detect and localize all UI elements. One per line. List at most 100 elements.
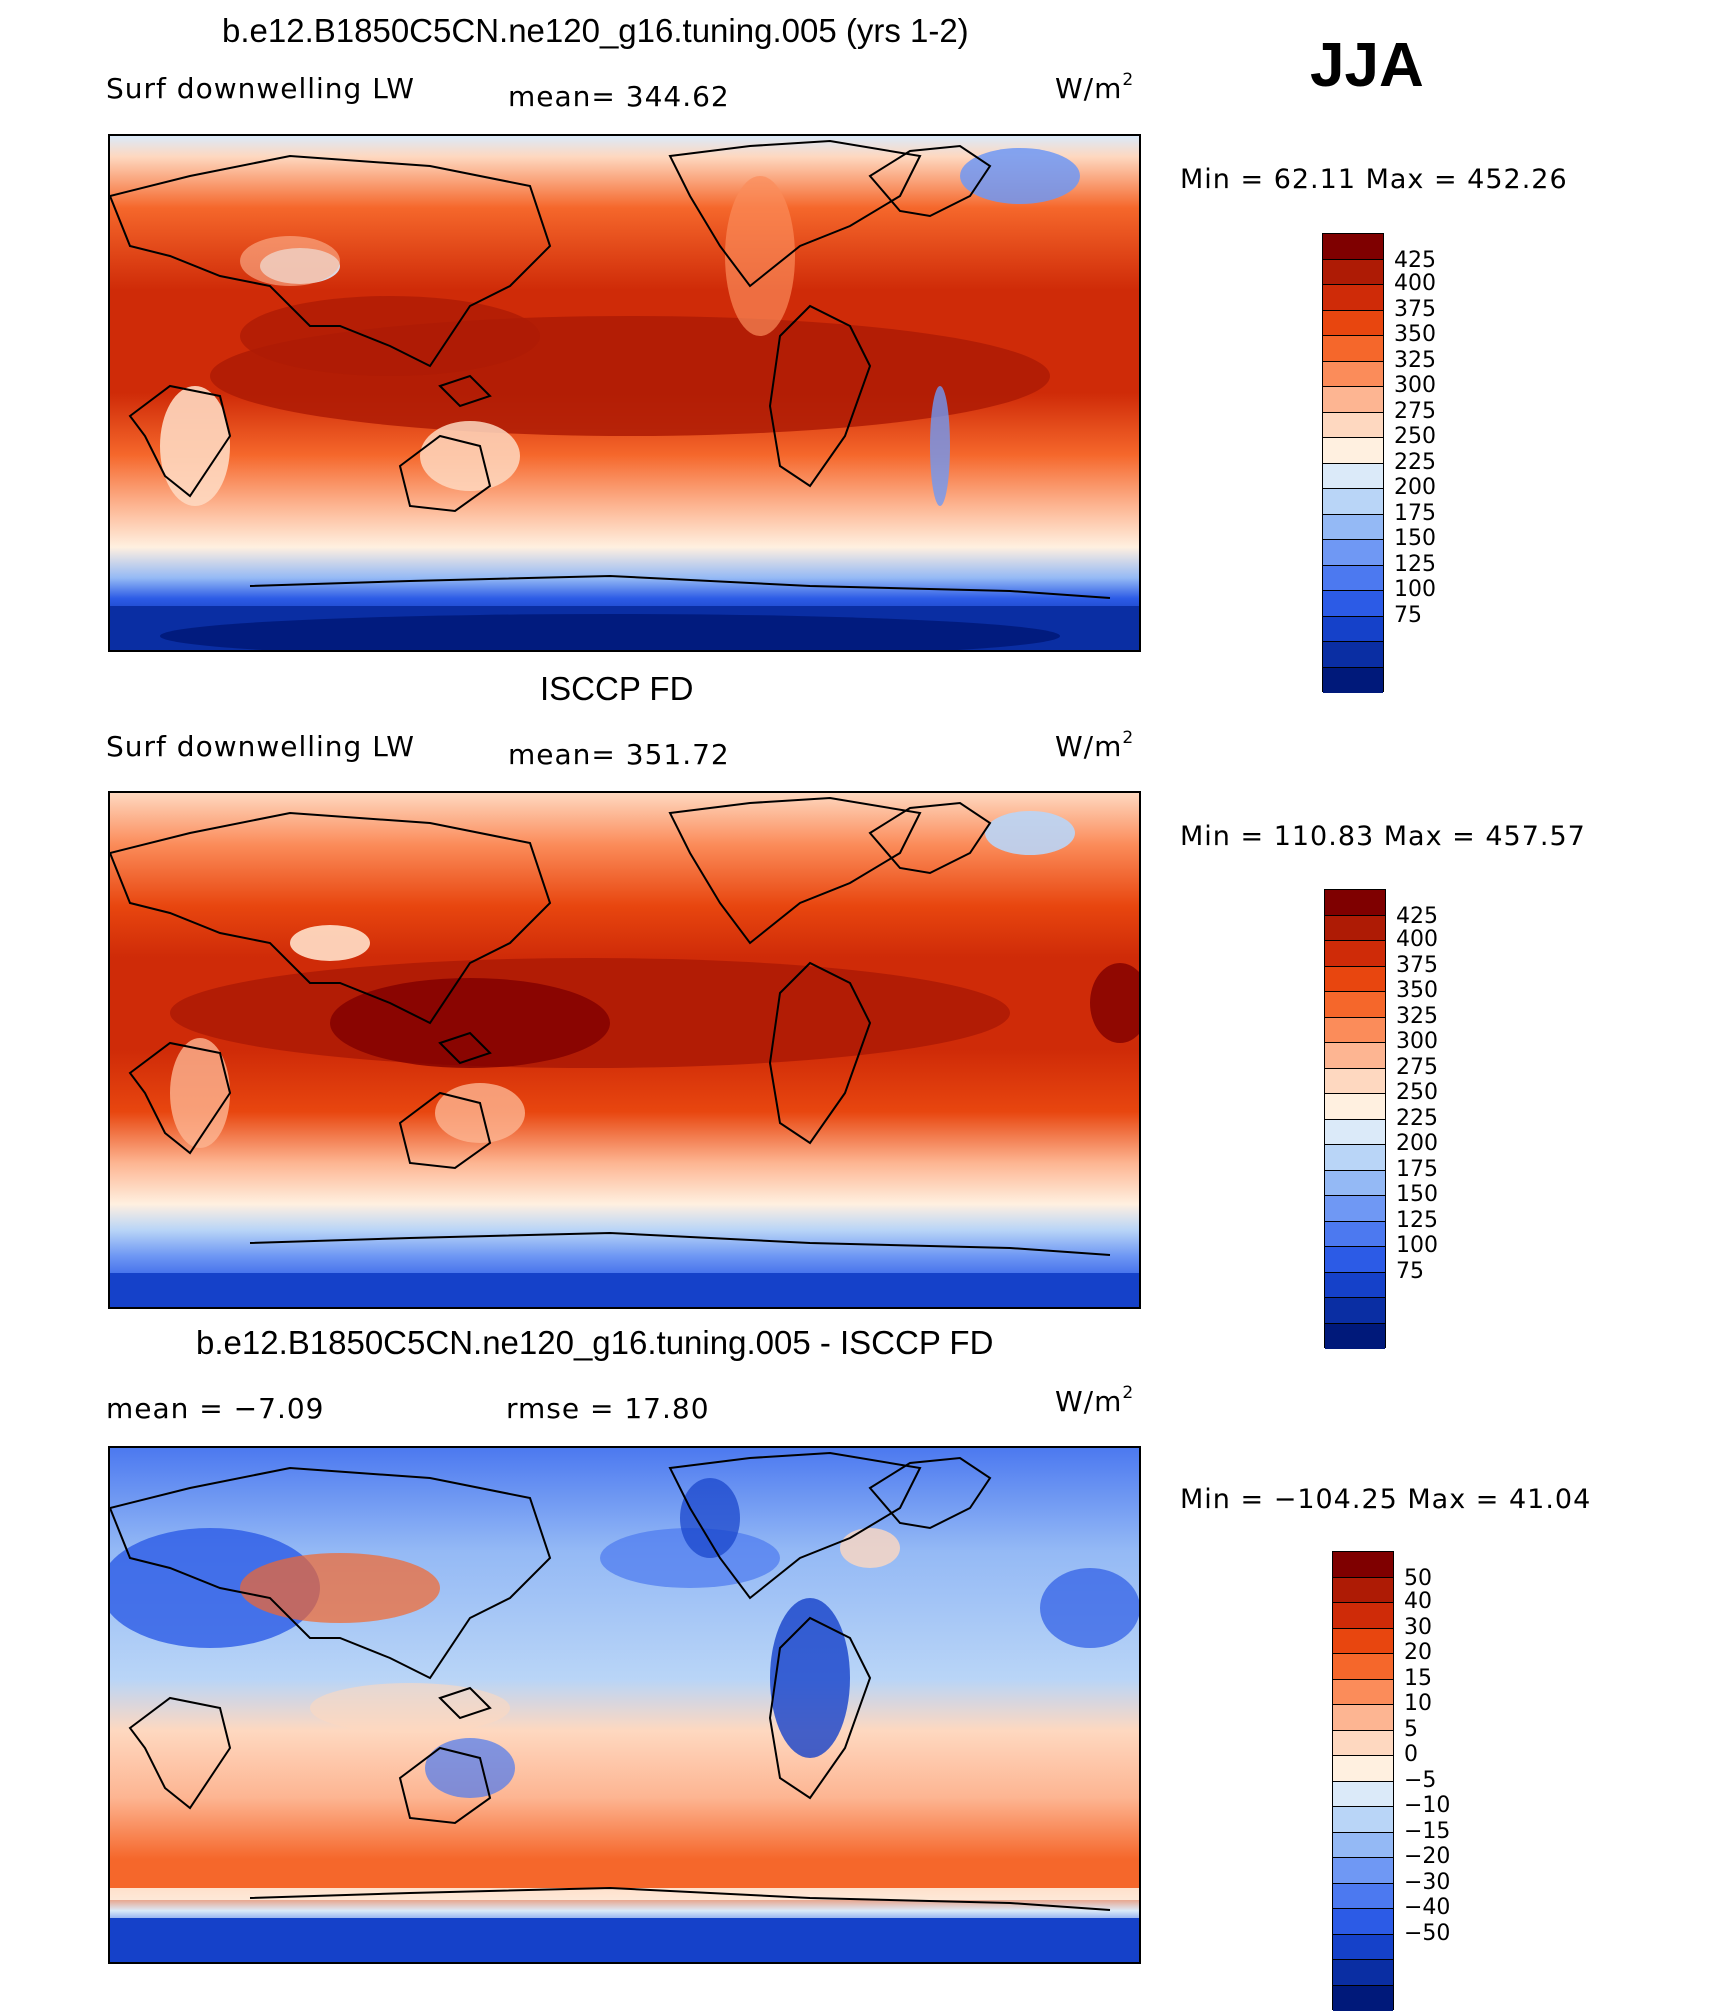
colorbar-swatch [1325,890,1385,916]
colorbar-label: 325 [1396,1006,1438,1028]
colorbar-label: 150 [1396,1184,1438,1206]
colorbar-label: 50 [1404,1568,1432,1590]
colorbar-swatch [1333,1884,1393,1910]
colorbar-label: 425 [1396,906,1438,928]
panel-3-rmse-label: rmse = 17.80 [506,1392,710,1425]
colorbar-label: 100 [1396,1235,1438,1257]
colorbar-label: 425 [1394,250,1436,272]
colorbar-swatch [1325,1298,1385,1324]
colorbar-label: 225 [1394,452,1436,474]
panel-2-map [108,791,1141,1309]
colorbar-swatch [1323,617,1383,643]
panel-1-title: b.e12.B1850C5CN.ne120_g16.tuning.005 (yr… [222,12,969,50]
panel-3-mean-label: mean = −7.09 [106,1392,324,1425]
colorbar-swatch [1333,1986,1393,2011]
colorbar-label: 400 [1394,273,1436,295]
colorbar-swatch [1325,1094,1385,1120]
panel-2-title: ISCCP FD [540,670,693,708]
colorbar-label: −50 [1404,1923,1450,1945]
panel-2-min-max: Min = 110.83 Max = 457.57 [1180,821,1586,852]
colorbar-swatches [1322,233,1384,692]
colorbar-swatches [1332,1551,1394,2010]
colorbar-swatch [1325,1043,1385,1069]
colorbar-swatch [1323,668,1383,694]
colorbar-label: 300 [1396,1031,1438,1053]
panel-1-field [110,136,1139,650]
colorbar-swatch [1333,1858,1393,1884]
colorbar-swatch [1323,642,1383,668]
colorbar-swatch [1325,992,1385,1018]
panel-2-field [110,793,1139,1307]
colorbar-swatch [1325,1273,1385,1299]
colorbar-label: 75 [1396,1261,1424,1283]
colorbar-swatch [1325,916,1385,942]
colorbar-swatch [1333,1552,1393,1578]
colorbar-label: 375 [1394,299,1436,321]
colorbar-swatch [1325,1222,1385,1248]
colorbar-label: −10 [1404,1795,1450,1817]
colorbar-label: 350 [1396,980,1438,1002]
colorbar-label: 275 [1394,401,1436,423]
colorbar-swatch [1323,413,1383,439]
colorbar-swatch [1333,1935,1393,1961]
colorbar-label: 75 [1394,605,1422,627]
colorbar-label: 175 [1394,503,1436,525]
colorbar-label: 100 [1394,579,1436,601]
colorbar-swatch [1323,387,1383,413]
colorbar-swatch [1333,1833,1393,1859]
colorbar-label: −30 [1404,1872,1450,1894]
colorbar-label: 375 [1396,955,1438,977]
panel-2-mean-label: mean= 351.72 [508,738,730,771]
colorbar-swatch [1333,1756,1393,1782]
colorbar-swatch [1323,285,1383,311]
colorbar-swatch [1325,1145,1385,1171]
panel-3-map [108,1446,1141,1964]
season-label: JJA [1310,30,1424,101]
colorbar-swatch [1333,1960,1393,1986]
colorbar-swatch [1323,362,1383,388]
colorbar-swatch [1333,1629,1393,1655]
colorbar-label: 5 [1404,1719,1418,1741]
panel-1-map [108,134,1141,652]
panel-1-min-max: Min = 62.11 Max = 452.26 [1180,164,1568,195]
colorbar-label: 125 [1394,554,1436,576]
colorbar-label: 275 [1396,1057,1438,1079]
colorbar-label: −40 [1404,1897,1450,1919]
colorbar-label: 350 [1394,324,1436,346]
colorbar-label: 400 [1396,929,1438,951]
panel-2-units-label: W/m2 [1055,728,1134,763]
colorbar-swatch [1323,515,1383,541]
colorbar-swatch [1325,1069,1385,1095]
colorbar-label: 125 [1396,1210,1438,1232]
panel-1-mean-label: mean= 344.62 [508,80,730,113]
colorbar-label: 0 [1404,1744,1418,1766]
colorbar-label: 150 [1394,528,1436,550]
colorbar-swatch [1323,566,1383,592]
colorbar-swatch [1323,260,1383,286]
colorbar-swatch [1333,1705,1393,1731]
colorbar-label: 325 [1394,350,1436,372]
colorbar-label: 225 [1396,1108,1438,1130]
colorbar-label: 15 [1404,1668,1432,1690]
colorbar-label: −15 [1404,1821,1450,1843]
colorbar-swatch [1323,464,1383,490]
colorbar-swatch [1325,1247,1385,1273]
colorbar-label: 200 [1394,477,1436,499]
colorbar-swatch [1333,1654,1393,1680]
colorbar-swatch [1333,1680,1393,1706]
colorbar-swatch [1325,1120,1385,1146]
panel-3-title: b.e12.B1850C5CN.ne120_g16.tuning.005 - I… [196,1324,993,1362]
colorbar-swatch [1325,967,1385,993]
colorbar-swatch [1333,1807,1393,1833]
colorbar-label: −20 [1404,1846,1450,1868]
colorbar-swatch [1333,1731,1393,1757]
colorbar-swatch [1323,591,1383,617]
colorbar-swatch [1323,311,1383,337]
colorbar-label: 200 [1396,1133,1438,1155]
colorbar-swatch [1323,540,1383,566]
colorbar-swatch [1325,1196,1385,1222]
colorbar-swatch [1323,336,1383,362]
colorbar-swatch [1323,234,1383,260]
colorbar-label: 300 [1394,375,1436,397]
colorbar-swatch [1325,1324,1385,1350]
